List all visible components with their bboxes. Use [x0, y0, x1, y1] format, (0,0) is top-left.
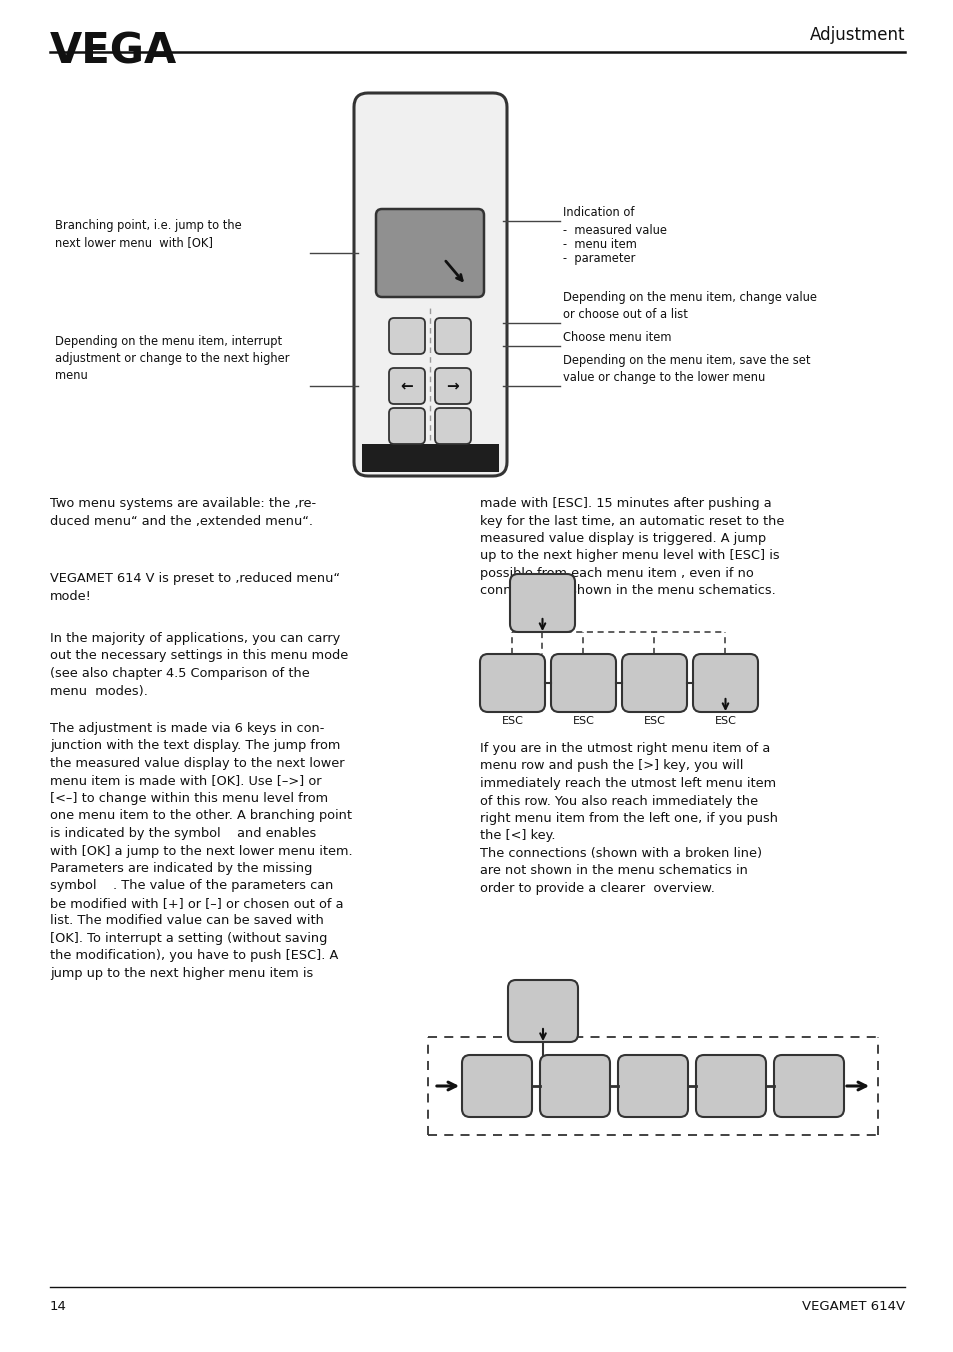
FancyBboxPatch shape [507, 980, 578, 1042]
Text: ESC: ESC [572, 717, 594, 726]
Text: -  parameter: - parameter [562, 251, 635, 265]
Text: Branching point, i.e. jump to the
next lower menu  with [OK]: Branching point, i.e. jump to the next l… [55, 219, 241, 249]
FancyBboxPatch shape [461, 1055, 532, 1117]
FancyBboxPatch shape [618, 1055, 687, 1117]
FancyBboxPatch shape [479, 654, 544, 713]
FancyBboxPatch shape [435, 318, 471, 354]
Text: Choose menu item: Choose menu item [562, 331, 671, 343]
Text: ESC: ESC [714, 717, 736, 726]
Text: Depending on the menu item, interrupt
adjustment or change to the next higher
me: Depending on the menu item, interrupt ad… [55, 335, 289, 383]
Text: →: → [446, 379, 459, 393]
FancyBboxPatch shape [435, 368, 471, 404]
Text: Two menu systems are available: the ‚re-
duced menu“ and the ‚extended menu“.: Two menu systems are available: the ‚re-… [50, 498, 315, 527]
FancyBboxPatch shape [375, 210, 483, 297]
Text: Depending on the menu item, change value
or choose out of a list: Depending on the menu item, change value… [562, 291, 816, 320]
Text: VEGAMET 614 V is preset to ‚reduced menu“
mode!: VEGAMET 614 V is preset to ‚reduced menu… [50, 572, 339, 603]
Text: ESC: ESC [643, 717, 665, 726]
FancyBboxPatch shape [539, 1055, 609, 1117]
Text: VEGA: VEGA [50, 30, 177, 72]
FancyBboxPatch shape [510, 575, 575, 631]
FancyBboxPatch shape [435, 408, 471, 443]
Text: -  menu item: - menu item [562, 238, 637, 251]
FancyBboxPatch shape [696, 1055, 765, 1117]
Text: ←: ← [400, 379, 413, 393]
FancyBboxPatch shape [773, 1055, 843, 1117]
Text: The adjustment is made via 6 keys in con-
junction with the text display. The ju: The adjustment is made via 6 keys in con… [50, 722, 353, 980]
Text: If you are in the utmost right menu item of a
menu row and push the [>] key, you: If you are in the utmost right menu item… [479, 742, 778, 895]
FancyBboxPatch shape [354, 93, 506, 476]
FancyBboxPatch shape [389, 408, 424, 443]
Text: 14: 14 [50, 1301, 67, 1313]
Text: VEGAMET 614V: VEGAMET 614V [801, 1301, 904, 1313]
FancyBboxPatch shape [692, 654, 758, 713]
Text: made with [ESC]. 15 minutes after pushing a
key for the last time, an automatic : made with [ESC]. 15 minutes after pushin… [479, 498, 783, 598]
FancyBboxPatch shape [389, 318, 424, 354]
Text: Adjustment: Adjustment [809, 26, 904, 45]
Text: ESC: ESC [501, 717, 523, 726]
Bar [361, 443, 498, 472]
Text: Indication of: Indication of [562, 206, 634, 219]
Text: In the majority of applications, you can carry
out the necessary settings in thi: In the majority of applications, you can… [50, 631, 348, 698]
FancyBboxPatch shape [389, 368, 424, 404]
FancyBboxPatch shape [551, 654, 616, 713]
Text: -  measured value: - measured value [562, 224, 666, 237]
FancyBboxPatch shape [621, 654, 686, 713]
Text: Depending on the menu item, save the set
value or change to the lower menu: Depending on the menu item, save the set… [562, 354, 810, 384]
